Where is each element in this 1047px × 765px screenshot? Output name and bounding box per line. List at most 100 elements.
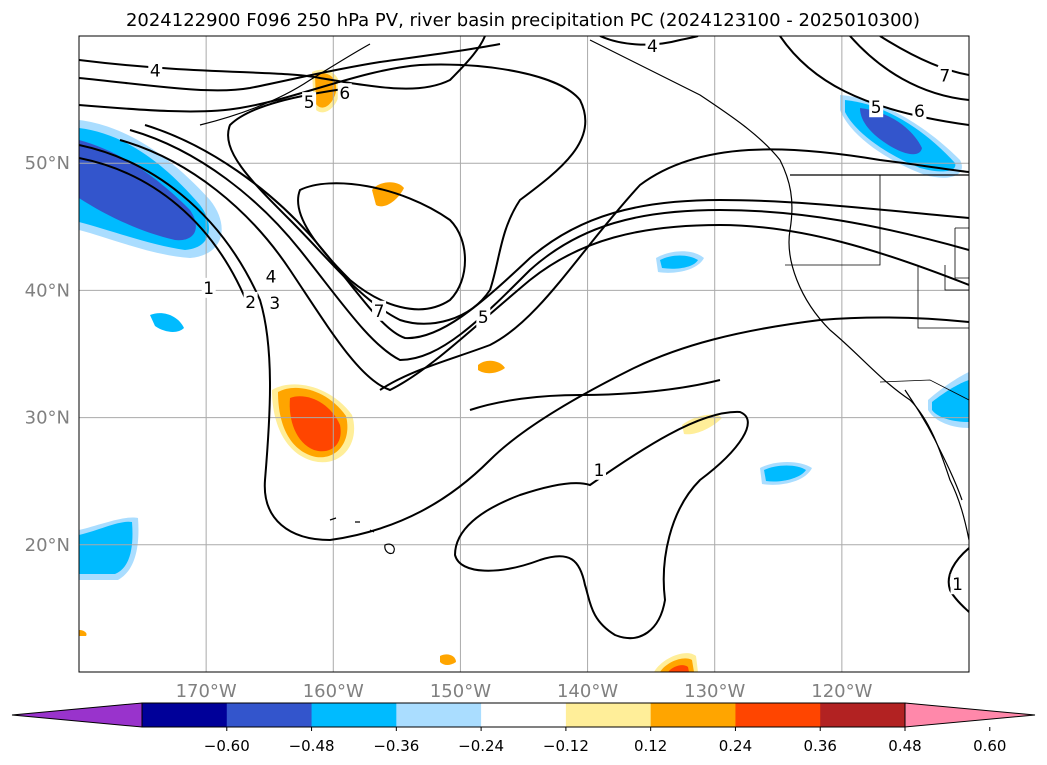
colorbar-cell-3 [396, 703, 482, 727]
coastlines [199, 39, 969, 555]
colorbar-tick-label-3: −0.24 [458, 737, 504, 755]
precip-blob-pos-34n [478, 360, 505, 374]
colorbar-tick-label-5: 0.12 [634, 737, 667, 755]
precip-blob-pos-29n [682, 414, 722, 435]
contour-label-3: 4 [647, 37, 658, 57]
lon-tick-label-2: 150°W [430, 681, 491, 702]
lon-tick-label-5: 120°W [811, 681, 872, 702]
contour-label-14: 1 [952, 575, 963, 595]
precip-blob-pos-30n-core [289, 396, 341, 452]
colorbar-cell-2 [311, 703, 397, 727]
state-border-2 [917, 265, 969, 329]
contour-label-bg-7 [201, 277, 216, 298]
precip-blob-small-5 [764, 465, 806, 482]
contour-labels: 4 5 6 4 7 5 6 1 2 3 4 7 5 1 1 [148, 36, 965, 595]
contour-label-bg-6 [912, 101, 927, 122]
colorbar-cell-5 [565, 703, 652, 727]
colorbar-extend-low [11, 702, 143, 728]
pv-contour-4 [129, 129, 969, 362]
pv-contour-6 [79, 36, 486, 90]
mexico-border [879, 379, 969, 401]
lat-tick-label-0: 20°N [25, 535, 70, 556]
lat-tick-label-3: 50°N [25, 153, 70, 174]
chart-title: 2024122900 F096 250 hPa PV, river basin … [126, 10, 920, 31]
contour-label-bg-10 [263, 266, 278, 287]
pv-contour-ne-7 [879, 36, 969, 76]
contour-label-bg-4 [937, 65, 952, 86]
contour-label-bg-8 [243, 291, 258, 312]
colorbar-tick-label-7: 0.36 [804, 737, 837, 755]
contour-label-5: 5 [871, 98, 882, 118]
pv-contour-3 [119, 139, 969, 392]
pv-contour-7 [79, 43, 501, 92]
colorbar-cell-1 [226, 703, 313, 727]
contour-label-bg-14 [950, 574, 965, 595]
contour-label-bg-13 [592, 459, 607, 480]
pv-contour-1 [79, 144, 969, 542]
colorbar-tick-label-8: 0.48 [888, 737, 921, 755]
contour-label-bg-1 [302, 92, 317, 113]
hawaii-islands [329, 517, 395, 555]
contour-label-6: 6 [914, 102, 925, 122]
contour-label-2: 6 [339, 84, 350, 104]
colorbar-cell-8 [820, 703, 906, 727]
map-background [79, 36, 969, 672]
colorbar-cell-4 [481, 703, 567, 727]
precip-blob-pos-alaska-core [315, 73, 337, 108]
lon-tick-label-1: 160°W [303, 681, 364, 702]
pv-contour-1-east [947, 547, 969, 613]
contour-label-7: 1 [203, 279, 214, 299]
colorbar-tick-label-0: −0.60 [204, 737, 250, 755]
state-border-3 [944, 265, 969, 291]
colorbar-extend-high [904, 702, 1036, 728]
baja-coast [904, 389, 963, 501]
contour-label-bg-5 [869, 97, 884, 118]
contour-label-8: 2 [245, 293, 256, 313]
colorbar-cell-6 [650, 703, 736, 727]
colorbar-tick-label-9: 0.60 [973, 737, 1006, 755]
precip-blob-small-3 [660, 255, 698, 269]
pv-contour-2 [79, 157, 251, 311]
contour-label-bg-2 [337, 83, 352, 104]
pv-contour-closed-7 [297, 182, 466, 311]
lon-tick-label-3: 140°W [557, 681, 618, 702]
contour-label-9: 3 [269, 294, 280, 314]
contour-label-bg-0 [148, 60, 163, 81]
state-border-4 [954, 227, 969, 279]
colorbar-cell-7 [735, 703, 821, 727]
colorbar-tick-label-6: 0.24 [719, 737, 752, 755]
map-panel: 4 5 6 4 7 5 6 1 2 3 4 7 5 1 1 20°N 30°N 40°N 50°N 170°W 16… [25, 35, 970, 702]
contour-label-4: 7 [939, 66, 950, 86]
lon-tick-label-0: 170°W [176, 681, 237, 702]
contour-label-12: 5 [478, 308, 489, 328]
colorbar-tick-label-1: −0.48 [289, 737, 335, 755]
lon-tick-label-4: 130°W [684, 681, 745, 702]
colorbar-tick-label-4: −0.12 [543, 737, 589, 755]
contour-label-13: 1 [594, 461, 605, 481]
contour-label-10: 4 [266, 267, 277, 287]
pv-contour-ne-5 [779, 36, 969, 126]
map-frame [78, 35, 970, 673]
lat-tick-label-1: 30°N [25, 408, 70, 429]
precip-blob-pos-12n-core [668, 665, 689, 672]
precip-shading [79, 69, 969, 672]
precip-blob-ne-core [860, 108, 922, 155]
pv-contour-8 [79, 63, 587, 325]
longitude-labels: 170°W 160°W 150°W 140°W 130°W 120°W [176, 681, 873, 702]
contour-label-bg-9 [267, 293, 282, 314]
state-border-1 [785, 175, 881, 266]
contour-label-0: 4 [150, 61, 161, 81]
alaska-coast [199, 43, 371, 126]
colorbar: −0.60 −0.48 −0.36 −0.24 −0.12 0.12 0.24 0.36 0.4… [11, 702, 1036, 755]
contour-label-11: 7 [374, 302, 385, 322]
colorbar-tick-label-2: −0.36 [373, 737, 419, 755]
pv-contour-ne-6 [849, 36, 969, 101]
pv-contour-9 [379, 148, 969, 411]
precip-blob-small-1 [150, 313, 184, 332]
colorbar-cell-0 [142, 703, 228, 727]
pv-contours [79, 36, 969, 640]
contour-label-bg-12 [476, 307, 491, 328]
precip-blob-pos-left [79, 630, 87, 636]
latitude-labels: 20°N 30°N 40°N 50°N [25, 153, 70, 556]
